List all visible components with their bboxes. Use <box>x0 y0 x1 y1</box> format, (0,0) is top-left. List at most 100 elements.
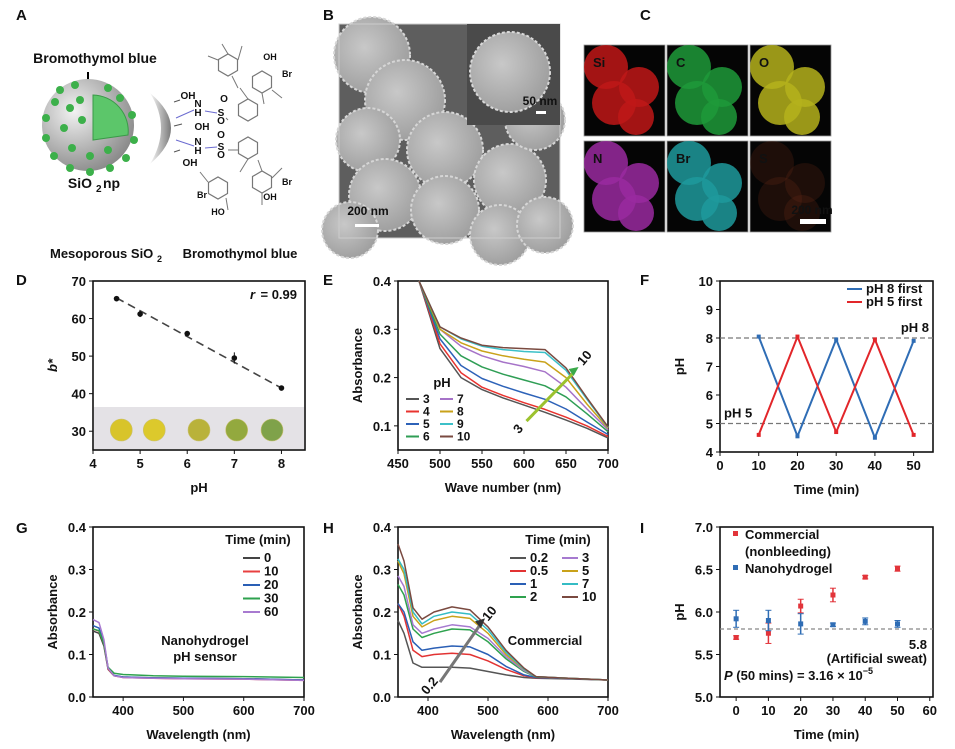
element-label: S <box>759 151 768 166</box>
x-tick-label: 500 <box>477 703 499 718</box>
panel-c-eds-maps: Si C O N Br S 200 nm <box>583 44 833 233</box>
panel-label: D <box>16 272 27 289</box>
legend-label: 9 <box>457 417 464 431</box>
plot-frame <box>397 280 609 451</box>
bromothymol-blue-label: Bromothymol blue <box>33 50 157 66</box>
y-tick-label: 0.0 <box>373 690 391 705</box>
eds-signal-region <box>618 195 654 231</box>
x-tick-label: 50 <box>906 458 920 473</box>
legend-label: pH 5 first <box>866 294 923 309</box>
data-point <box>756 432 761 437</box>
legend-swatch <box>733 565 738 570</box>
legend-swatch <box>733 531 738 536</box>
eds-signal-region <box>750 141 794 185</box>
legend-title: Time (min) <box>225 532 291 547</box>
legend-label: 60 <box>264 604 278 619</box>
x-tick-label: 40 <box>868 458 882 473</box>
y-tick-label: 0.3 <box>373 563 391 578</box>
dye-particle <box>68 144 76 152</box>
chemical-group-label: HO <box>211 207 225 217</box>
y-tick-label: 40 <box>72 387 86 402</box>
arrow-head-icon <box>568 366 579 376</box>
eds-map-n: N <box>583 140 666 233</box>
dye-particle <box>66 164 74 172</box>
y-tick-label: 0.1 <box>373 648 391 663</box>
series-line <box>418 280 609 436</box>
sem-inset-particle <box>469 31 551 113</box>
data-point <box>862 574 868 580</box>
bond <box>175 109 195 119</box>
y-axis-label: Absorbance <box>350 328 365 403</box>
bond <box>173 99 181 103</box>
x-tick-label: 20 <box>793 703 807 718</box>
eds-signal-region <box>750 45 794 89</box>
y-tick-label: 6.5 <box>695 563 713 578</box>
legend-title: pH <box>433 375 450 390</box>
x-tick-label: 4 <box>89 456 97 471</box>
data-point <box>733 635 739 640</box>
benzene-ring <box>237 98 259 122</box>
panel-label: B <box>323 7 334 24</box>
x-axis-label: Wave number (nm) <box>445 480 562 495</box>
mesoporous-surface <box>150 93 171 164</box>
series-line <box>418 280 609 433</box>
chemical-group-label: O <box>217 130 225 141</box>
bond <box>207 55 219 61</box>
x-tick-label: 500 <box>429 456 451 471</box>
benzene-ring <box>217 53 239 77</box>
dye-particle <box>122 154 130 162</box>
bond <box>173 123 183 127</box>
x-axis-label: Wavelength (nm) <box>146 727 250 742</box>
legend-title: Time (min) <box>525 532 591 547</box>
series-line <box>92 618 305 682</box>
reference-label: pH 5 <box>724 406 752 421</box>
data-point <box>834 430 839 435</box>
legend-label: 1 <box>530 576 537 591</box>
chemical-group-label: H <box>194 146 201 157</box>
r-value: = 0.99 <box>260 287 297 302</box>
dye-particle <box>60 124 68 132</box>
benzene-ring <box>237 136 259 160</box>
chart-panel-i: 0 10 20 30 40 50 60 5.0 5.5 6.0 6.5 7.0 Time (min) pH… <box>672 520 937 742</box>
data-point <box>765 630 771 636</box>
legend-label: 6 <box>423 430 430 444</box>
data-point <box>795 334 800 339</box>
chemical-group-label: OH <box>195 122 210 133</box>
eds-map-tile <box>749 140 832 233</box>
x-tick-label: 7 <box>231 456 238 471</box>
bond <box>237 45 243 61</box>
inset-scale-label: 50 nm <box>523 94 558 108</box>
dye-particle <box>71 81 79 89</box>
y-tick-label: 6 <box>706 388 713 403</box>
mesoporous-sio2-subscript: 2 <box>157 254 162 264</box>
x-tick-label: 700 <box>293 703 315 718</box>
x-tick-label: 50 <box>890 703 904 718</box>
y-tick-label: 6.0 <box>695 605 713 620</box>
annotation: Nanohydrogel <box>161 633 248 648</box>
x-tick-label: 5 <box>136 456 143 471</box>
eds-signal-region <box>584 45 628 89</box>
series-line <box>757 335 915 436</box>
data-point <box>830 622 836 628</box>
dye-particle <box>78 116 86 124</box>
element-label: O <box>759 55 769 70</box>
bond <box>173 149 181 153</box>
x-axis-label: Wavelength (nm) <box>451 727 555 742</box>
x-tick-label: 0 <box>733 703 740 718</box>
legend-label: 3 <box>582 550 589 565</box>
legend-label: 7 <box>582 576 589 591</box>
legend-label: pH 8 first <box>866 281 923 296</box>
series-line <box>397 560 609 681</box>
legend-label: 5 <box>582 563 589 578</box>
data-point <box>862 618 868 624</box>
eds-signal-region <box>618 99 654 135</box>
sem-particle <box>321 201 379 259</box>
x-tick-label: 700 <box>597 456 619 471</box>
x-axis-label: Time (min) <box>794 727 860 742</box>
bond <box>225 117 229 121</box>
p-value-annotation: P (50 mins) = 3.16 × 10−5 <box>724 666 873 683</box>
y-tick-label: 0.2 <box>373 371 391 386</box>
reference-sublabel: (Artificial sweat) <box>827 651 927 666</box>
